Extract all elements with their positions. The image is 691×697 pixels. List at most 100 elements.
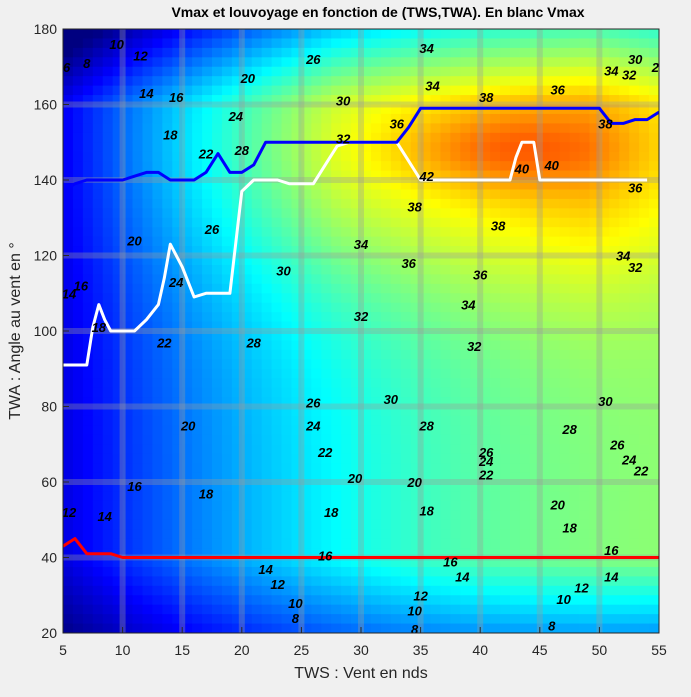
heat-cell [420, 142, 432, 153]
heat-cell [212, 500, 223, 511]
heat-cell [500, 198, 511, 209]
heat-cell [500, 123, 511, 134]
heat-cell [172, 57, 183, 68]
contour-label: 8 [411, 622, 419, 637]
heat-cell [241, 132, 253, 143]
heat-cell [172, 85, 183, 96]
heat-cell [470, 95, 481, 106]
heat-cell [182, 302, 193, 313]
heat-cell [430, 425, 442, 436]
heat-cell [460, 321, 471, 332]
heat-cell [450, 595, 461, 606]
heat-cell [480, 142, 491, 153]
heat-cell [331, 529, 342, 540]
heat-cell [549, 132, 561, 143]
heat-cell [649, 415, 659, 426]
heat-cell [649, 623, 659, 633]
heat-cell [132, 557, 144, 568]
heat-cell [490, 368, 501, 379]
heat-cell [172, 236, 183, 247]
heat-cell [63, 510, 74, 521]
heat-cell [460, 482, 471, 493]
heat-cell [649, 340, 659, 351]
heat-cell [112, 444, 124, 455]
heat-cell [390, 595, 402, 606]
heat-cell [291, 76, 302, 87]
heat-cell [539, 29, 551, 40]
heat-cell [529, 198, 541, 209]
heat-cell [291, 482, 302, 493]
heat-cell [152, 151, 163, 162]
heat-cell [430, 38, 442, 49]
heat-cell [192, 57, 203, 68]
heat-cell [400, 104, 412, 115]
heat-cell [440, 425, 451, 436]
heat-cell [589, 397, 600, 408]
heat-cell [599, 170, 610, 181]
heat-cell [410, 170, 422, 181]
heat-cell [72, 557, 84, 568]
heat-cell [460, 359, 471, 370]
heat-cell [281, 444, 293, 455]
heat-cell [212, 415, 223, 426]
heat-cell [400, 331, 412, 342]
heat-cell [281, 566, 293, 577]
heat-cell [241, 519, 253, 530]
heat-cell [400, 246, 412, 257]
heat-cell [639, 170, 650, 181]
heat-cell [311, 538, 322, 549]
heat-cell [450, 472, 461, 483]
contour-label: 14 [455, 569, 470, 584]
heat-cell [410, 66, 422, 77]
heat-cell [291, 472, 302, 483]
heat-cell [192, 425, 203, 436]
heat-cell [629, 595, 640, 606]
heat-cell [82, 66, 94, 77]
heat-cell [619, 340, 630, 351]
heat-cell [142, 47, 153, 58]
heat-cell [420, 95, 432, 106]
heat-cell [132, 623, 144, 633]
heat-cell [132, 76, 144, 87]
heat-cell [450, 359, 461, 370]
heat-cell [549, 66, 561, 77]
heat-cell [172, 283, 183, 294]
heat-cell [341, 198, 352, 209]
heat-cell [351, 227, 362, 238]
heat-cell [609, 321, 620, 332]
heat-cell [539, 519, 551, 530]
heat-cell [202, 95, 213, 106]
contour-label: 34 [461, 298, 476, 313]
heat-cell [390, 236, 402, 247]
heat-cell [430, 406, 442, 417]
heat-cell [132, 312, 144, 323]
heat-cell [440, 113, 451, 124]
heat-cell [619, 132, 630, 143]
heat-cell [291, 500, 302, 511]
heat-cell [569, 113, 581, 124]
heat-cell [619, 415, 630, 426]
heat-cell [221, 557, 233, 568]
heat-cell [281, 208, 293, 219]
heat-cell [102, 359, 114, 370]
heat-cell [241, 576, 253, 587]
heat-cell [589, 321, 600, 332]
heat-cell [221, 264, 233, 275]
heat-cell [510, 246, 521, 257]
heat-cell [589, 255, 600, 266]
heat-cell [112, 349, 124, 360]
heat-cell [370, 302, 382, 313]
heat-cell [500, 566, 511, 577]
heat-cell [132, 510, 144, 521]
contour-label: 40 [543, 158, 559, 173]
heat-cell [569, 312, 581, 323]
heat-cell [609, 283, 620, 294]
heat-cell [569, 283, 581, 294]
heat-cell [132, 576, 144, 587]
heat-cell [519, 161, 531, 172]
heat-cell [291, 312, 302, 323]
heat-cell [430, 151, 442, 162]
heat-cell [470, 302, 481, 313]
heat-cell [341, 170, 352, 181]
heat-cell [529, 312, 541, 323]
